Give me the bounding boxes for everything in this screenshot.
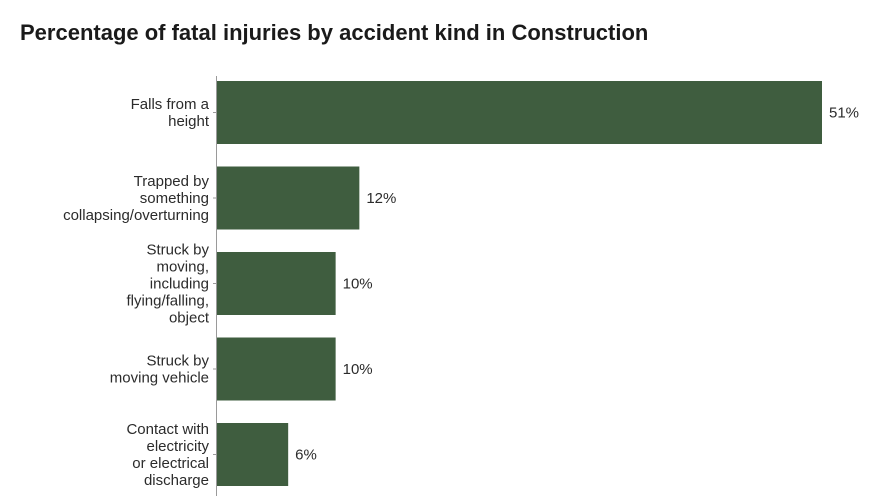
category-label: Falls from a height — [131, 96, 210, 130]
data-label: 10% — [343, 276, 373, 293]
bar — [217, 81, 822, 144]
chart-title: Percentage of fatal injuries by accident… — [20, 20, 649, 45]
category-label: Contact with electricity or electrical disc… — [126, 421, 209, 489]
data-label: 51% — [829, 105, 859, 122]
category-label: Struck by moving, including flying/falling,… — [126, 242, 209, 327]
bar — [217, 423, 289, 486]
category-label: Struck by moving vehicle — [110, 353, 210, 387]
data-label: 6% — [295, 447, 317, 464]
bar — [217, 337, 336, 401]
category-label: Trapped by something collapsing/overturnin… — [63, 173, 209, 224]
data-label: 10% — [343, 361, 373, 378]
data-label: 12% — [366, 190, 396, 207]
bar — [217, 166, 360, 230]
bar — [217, 252, 336, 315]
